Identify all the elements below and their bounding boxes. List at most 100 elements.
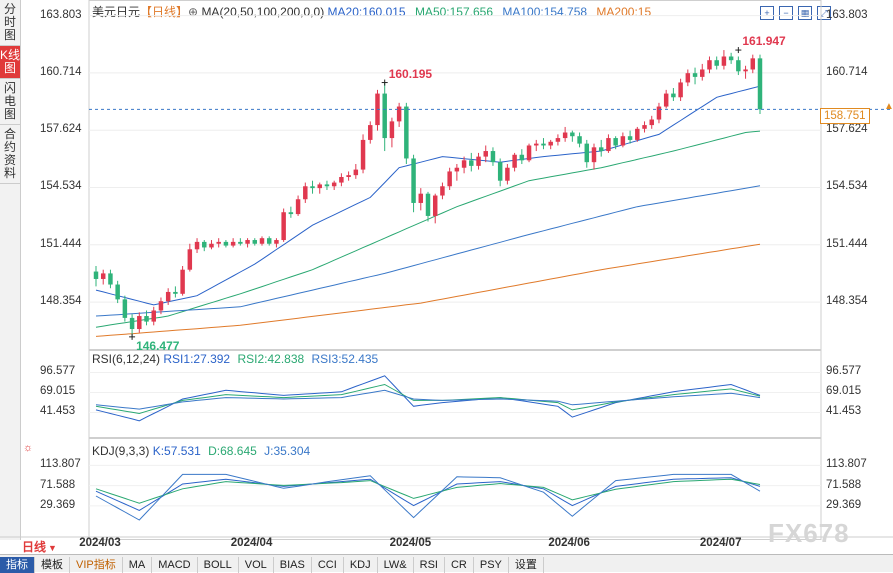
toolbar-item-2[interactable]: VIP指标 (70, 557, 123, 573)
candle-body (707, 60, 712, 70)
candle (173, 286, 178, 298)
candle-body (418, 193, 424, 203)
toolbar-item-8[interactable]: CCI (312, 557, 344, 573)
candle (700, 63, 705, 81)
candle (469, 152, 474, 172)
candle (440, 182, 445, 200)
kdj-settings-icon[interactable]: ☼ (23, 442, 34, 454)
rsi3-value: RSI3:52.435 (311, 352, 379, 366)
candle (656, 102, 662, 124)
sidebar-tab-kline[interactable]: K线图 (0, 46, 20, 79)
toolbar-item-6[interactable]: VOL (239, 557, 274, 573)
fullscreen-icon[interactable]: ⤢ (817, 6, 831, 20)
indicator-axis-label-right: 69.015 (826, 385, 862, 398)
candle (317, 182, 322, 194)
rsi-rsi3-line (95, 389, 761, 410)
candle-body (368, 125, 373, 140)
chart-svg (0, 0, 893, 541)
toolbar-item-10[interactable]: LW& (378, 557, 414, 573)
toolbar-item-9[interactable]: KDJ (344, 557, 378, 573)
panel-border-1 (88, 350, 822, 438)
candle-body (173, 291, 178, 294)
candle (346, 171, 351, 181)
candle-body (519, 154, 525, 161)
toolbar-item-14[interactable]: 设置 (509, 557, 544, 573)
indicator-axis-label-left: 96.577 (40, 365, 76, 378)
rsi2-value: RSI2:42.838 (237, 352, 305, 366)
rsi1-value: RSI1:27.392 (163, 352, 231, 366)
candle-body (202, 241, 207, 248)
candle (678, 78, 683, 101)
sidebar-tab-intraday[interactable]: 分时图 (0, 0, 20, 46)
candle-body (230, 241, 236, 246)
candle-body (194, 241, 200, 250)
candle (202, 240, 207, 252)
toolbar-item-0[interactable]: 指标 (0, 557, 35, 573)
candle-body (432, 195, 438, 216)
indicator-toolbar: 指标 模板 VIP指标 MA MACD BOLL VOL BIAS CCI KDJ LW& RSI CR… (0, 554, 893, 573)
price-axis-label-right: 154.534 (826, 180, 868, 193)
candle (447, 167, 452, 190)
candle (180, 265, 185, 296)
toolbar-item-3[interactable]: MA (123, 557, 153, 573)
candle (252, 238, 258, 246)
candle-body (151, 310, 156, 322)
candle (620, 132, 626, 148)
ma100-line (95, 185, 761, 317)
indicator-axis-label-left: 29.369 (40, 498, 76, 511)
kdj-params: KDJ(9,3,3) (92, 444, 150, 458)
candle-body (158, 301, 164, 311)
candle-body (512, 154, 517, 168)
zoom-out-icon[interactable]: − (779, 6, 793, 20)
candle-body (180, 269, 185, 294)
toolbar-item-12[interactable]: CR (445, 557, 474, 573)
candle (497, 158, 503, 187)
sidebar-tab-flash[interactable]: 闪电图 (0, 79, 20, 125)
candle-body (598, 147, 604, 152)
ma-settings-icon[interactable]: ⊕ (188, 5, 199, 19)
price-axis-label-left: 154.534 (40, 180, 82, 193)
candle-body (100, 273, 106, 279)
candle (425, 191, 431, 222)
candle-body (469, 160, 474, 166)
candle (584, 139, 590, 168)
zoom-in-icon[interactable]: + (760, 6, 774, 20)
candle (266, 236, 272, 246)
candle-body (310, 186, 315, 189)
candle-body (360, 139, 366, 170)
time-axis-label: 2024/04 (230, 537, 273, 549)
candle-body (187, 249, 193, 270)
candle-body (353, 169, 359, 176)
toolbar-item-13[interactable]: PSY (474, 557, 509, 573)
price-axis-label-right: 163.803 (826, 8, 868, 21)
kdj-header: KDJ(9,3,3) K:57.531 D:68.645 J:35.304 (92, 444, 310, 458)
candle (541, 138, 546, 150)
sidebar-tab-contract-info[interactable]: 合约资料 (0, 125, 20, 184)
toolbar-item-5[interactable]: BOLL (198, 557, 239, 573)
candle (613, 136, 618, 150)
current-price-tag: 158.751 (820, 108, 870, 125)
candle (331, 180, 337, 190)
period-selector[interactable]: 日线 ▼ (22, 538, 57, 555)
candle-body (627, 136, 633, 140)
price-axis-label-right: 148.354 (826, 295, 868, 308)
candle (555, 134, 561, 146)
indicator-axis-label-right: 96.577 (826, 365, 862, 378)
indicator-axis-label-right: 113.807 (826, 458, 867, 471)
candle-body (570, 132, 575, 137)
grid-icon[interactable]: ▦ (798, 6, 812, 20)
candle (728, 52, 734, 64)
candle (671, 88, 676, 101)
candle (461, 156, 467, 174)
toolbar-item-7[interactable]: BIAS (274, 557, 312, 573)
candle (432, 193, 438, 224)
candle (158, 297, 164, 315)
candle-body (505, 167, 510, 181)
candle (404, 102, 409, 165)
candle (259, 236, 265, 246)
toolbar-item-4[interactable]: MACD (152, 557, 198, 573)
left-sidebar: 分时图 K线图 闪电图 合约资料 (0, 0, 21, 540)
candle (526, 143, 532, 163)
toolbar-item-11[interactable]: RSI (414, 557, 445, 573)
toolbar-item-1[interactable]: 模板 (35, 557, 70, 573)
